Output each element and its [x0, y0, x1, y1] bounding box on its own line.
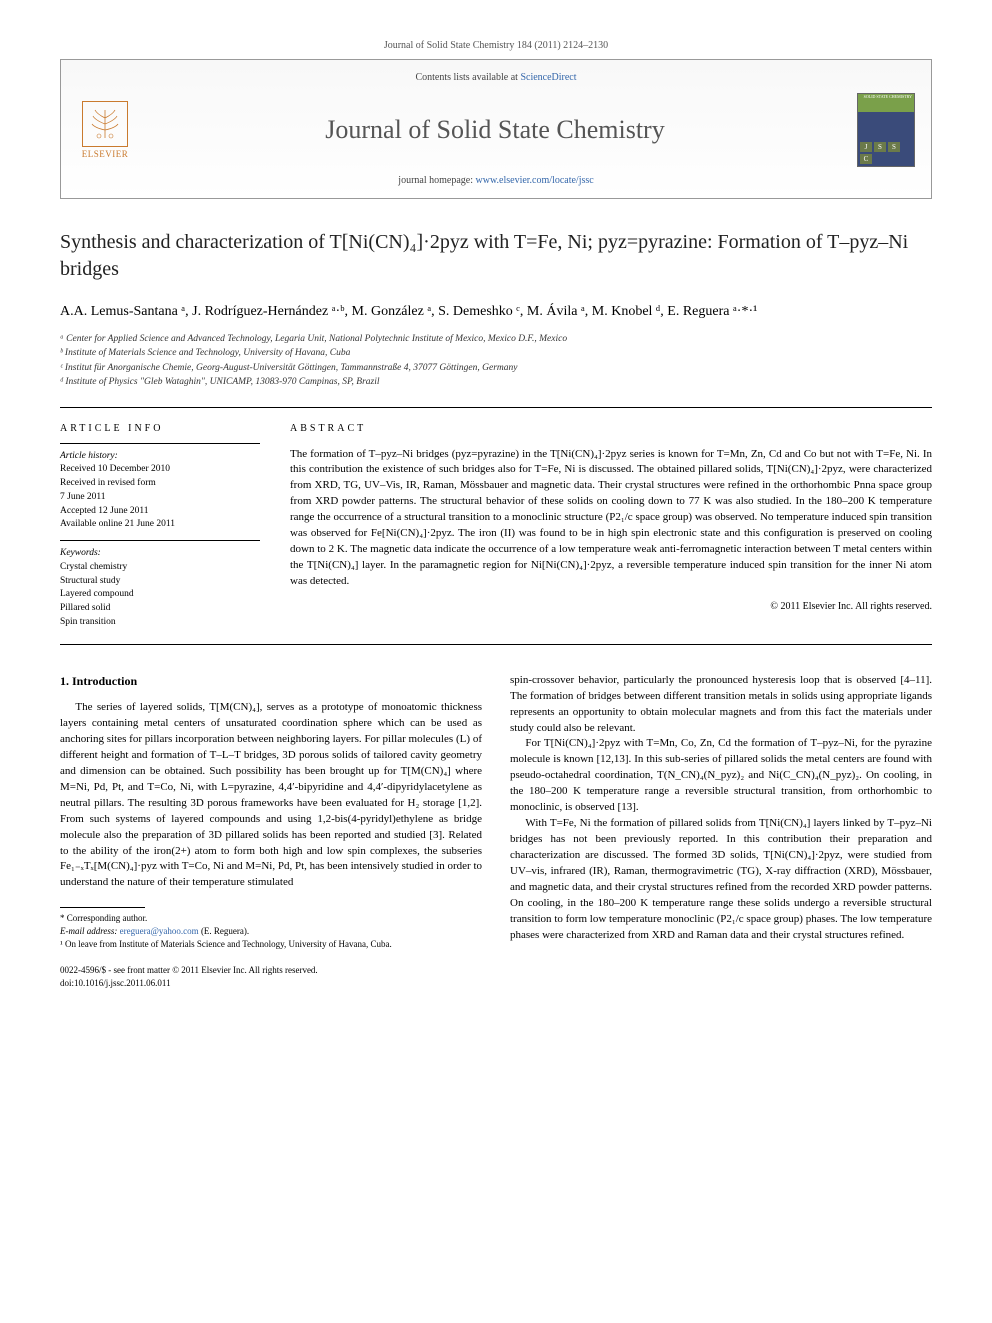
- email-address[interactable]: ereguera@yahoo.com: [120, 926, 199, 936]
- bottom-meta: 0022-4596/$ - see front matter © 2011 El…: [60, 964, 482, 989]
- contents-line: Contents lists available at ScienceDirec…: [77, 72, 915, 83]
- copyright-line: © 2011 Elsevier Inc. All rights reserved…: [290, 600, 932, 615]
- email-name: (E. Reguera).: [199, 926, 249, 936]
- top-citation: Journal of Solid State Chemistry 184 (20…: [60, 40, 932, 51]
- journal-cover-icon: SOLID STATE CHEMISTRY J S S C: [857, 93, 915, 167]
- keyword: Layered compound: [60, 588, 260, 602]
- paragraph: With T=Fe, Ni the formation of pillared …: [510, 816, 932, 944]
- affiliations: ᵃ Center for Applied Science and Advance…: [60, 332, 932, 389]
- authors-list: A.A. Lemus-Santana ᵃ, J. Rodríguez-Herná…: [60, 301, 932, 322]
- section-head: 1. Introduction: [60, 673, 482, 690]
- cover-letter: S: [874, 142, 886, 152]
- history-item: Available online 21 June 2011: [60, 518, 260, 532]
- contents-prefix: Contents lists available at: [415, 72, 520, 83]
- keywords-label: Keywords:: [60, 547, 260, 561]
- affiliation: ᵈ Institute of Physics "Gleb Wataghin", …: [60, 375, 932, 389]
- article-title: Synthesis and characterization of T[Ni(C…: [60, 229, 932, 283]
- homepage-prefix: journal homepage:: [398, 175, 475, 186]
- affiliation: ᶜ Institut für Anorganische Chemie, Geor…: [60, 361, 932, 375]
- issn-line: 0022-4596/$ - see front matter © 2011 El…: [60, 964, 482, 977]
- article-info-column: ARTICLE INFO Article history: Received 1…: [60, 422, 260, 630]
- history-item: 7 June 2011: [60, 491, 260, 505]
- email-line: E-mail address: ereguera@yahoo.com (E. R…: [60, 925, 482, 938]
- history-item: Received in revised form: [60, 477, 260, 491]
- sub-rule: [60, 540, 260, 541]
- journal-name: Journal of Solid State Chemistry: [133, 115, 857, 145]
- sciencedirect-link[interactable]: ScienceDirect: [520, 72, 576, 83]
- header-row: ELSEVIER Journal of Solid State Chemistr…: [77, 93, 915, 167]
- left-column: 1. Introduction The series of layered so…: [60, 673, 482, 990]
- cover-letter: C: [860, 154, 872, 164]
- abstract-column: ABSTRACT The formation of T–pyz–Ni bridg…: [290, 422, 932, 630]
- history-item: Received 10 December 2010: [60, 463, 260, 477]
- cover-top-text: SOLID STATE CHEMISTRY: [858, 94, 914, 112]
- elsevier-logo: ELSEVIER: [77, 98, 133, 162]
- keyword: Structural study: [60, 575, 260, 589]
- footnote-1: ¹ On leave from Institute of Materials S…: [60, 938, 482, 951]
- sub-rule: [60, 443, 260, 444]
- footnote-rule: [60, 907, 145, 908]
- abstract-text: The formation of T–pyz–Ni bridges (pyz=p…: [290, 447, 932, 590]
- affiliation: ᵃ Center for Applied Science and Advance…: [60, 332, 932, 346]
- elsevier-tree-icon: [82, 101, 128, 147]
- keyword: Pillared solid: [60, 602, 260, 616]
- history-item: Accepted 12 June 2011: [60, 505, 260, 519]
- paragraph: spin-crossover behavior, particularly th…: [510, 673, 932, 737]
- keyword: Spin transition: [60, 616, 260, 630]
- cover-letters: J S S C: [858, 140, 914, 166]
- footnotes: * Corresponding author. E-mail address: …: [60, 912, 482, 950]
- homepage-link[interactable]: www.elsevier.com/locate/jssc: [476, 175, 594, 186]
- history-label: Article history:: [60, 450, 260, 464]
- cover-letter: S: [888, 142, 900, 152]
- affiliation: ᵇ Institute of Materials Science and Tec…: [60, 346, 932, 360]
- email-label: E-mail address:: [60, 926, 120, 936]
- paragraph: The series of layered solids, T[M(CN)₄],…: [60, 700, 482, 891]
- body-columns: 1. Introduction The series of layered so…: [60, 673, 932, 990]
- corresponding-author: * Corresponding author.: [60, 912, 482, 925]
- homepage-line: journal homepage: www.elsevier.com/locat…: [77, 175, 915, 186]
- keyword: Crystal chemistry: [60, 561, 260, 575]
- info-abstract-row: ARTICLE INFO Article history: Received 1…: [60, 422, 932, 630]
- paragraph: For T[Ni(CN)₄]·2pyz with T=Mn, Co, Zn, C…: [510, 736, 932, 816]
- journal-header: Contents lists available at ScienceDirec…: [60, 59, 932, 199]
- article-info-head: ARTICLE INFO: [60, 422, 260, 437]
- doi-line: doi:10.1016/j.jssc.2011.06.011: [60, 977, 482, 990]
- abstract-head: ABSTRACT: [290, 422, 932, 437]
- elsevier-text: ELSEVIER: [82, 149, 129, 159]
- rule: [60, 644, 932, 645]
- cover-letter: J: [860, 142, 872, 152]
- rule: [60, 407, 932, 408]
- right-column: spin-crossover behavior, particularly th…: [510, 673, 932, 990]
